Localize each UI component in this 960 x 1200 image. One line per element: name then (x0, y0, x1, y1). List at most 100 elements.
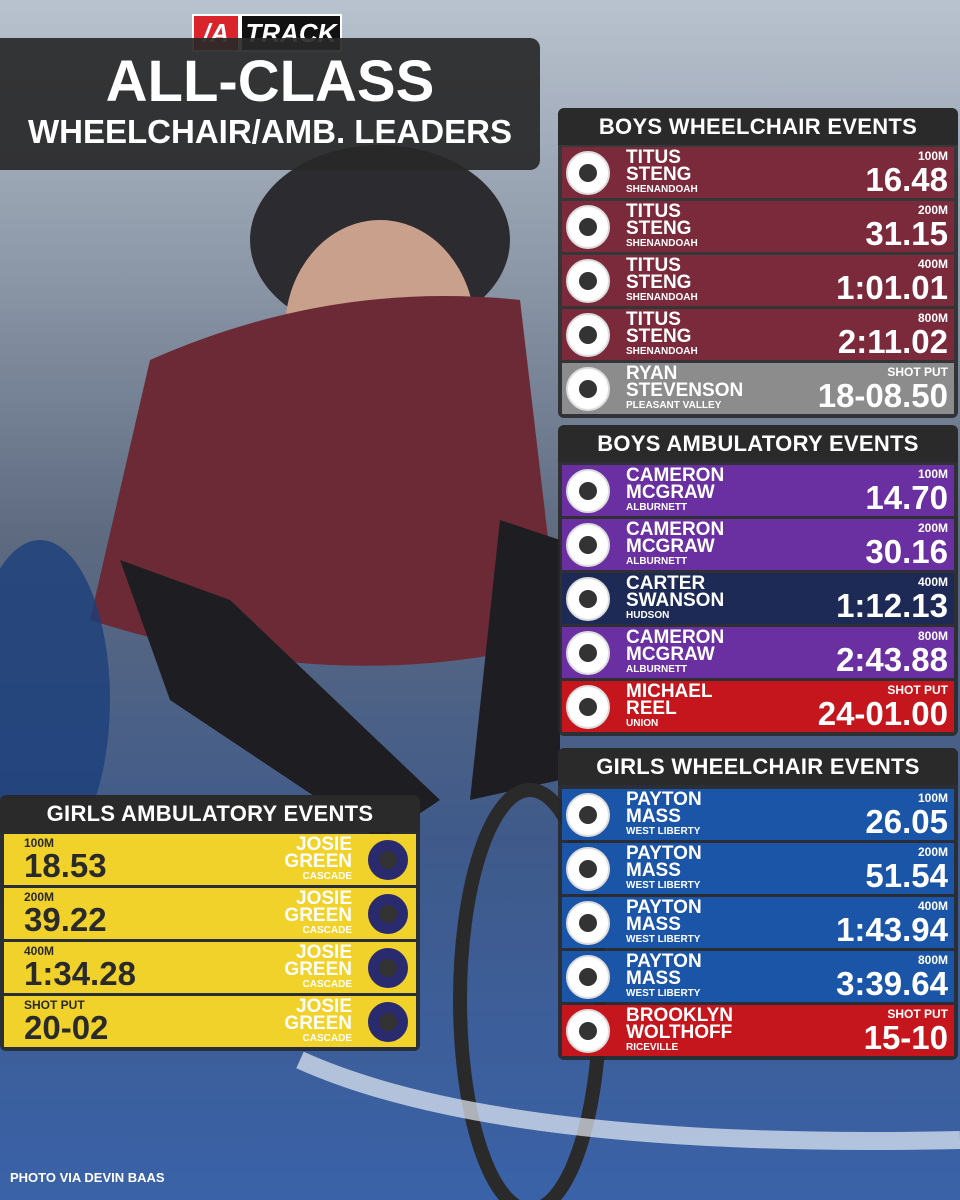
entry-row: PAYTON MASS WEST LIBERTY 100M 26.05 (562, 789, 954, 840)
school-logo (566, 954, 610, 999)
event: 200M (917, 203, 948, 217)
mark: 31.15 (865, 215, 948, 252)
entry-row: CAMERON MCGRAW ALBURNETT 100M 14.70 (562, 465, 954, 516)
school-logo (366, 837, 410, 882)
entry-row: PAYTON MASS WEST LIBERTY 400M 1:43.94 (562, 897, 954, 948)
event: 800M (917, 311, 948, 325)
first-name: CARTER (626, 573, 706, 594)
last-name: MASS (626, 968, 681, 989)
mark: 39.22 (24, 901, 107, 938)
school-logo (566, 576, 610, 621)
school: RICEVILLE (626, 1042, 679, 1053)
title-line1: ALL-CLASS (105, 49, 435, 114)
first-name: CAMERON (626, 519, 725, 540)
mark: 1:34.28 (24, 955, 136, 992)
last-name: GREEN (284, 959, 352, 980)
title-line2: WHEELCHAIR/AMB. LEADERS (28, 113, 512, 150)
entry-row: CAMERON MCGRAW ALBURNETT 800M 2:43.88 (562, 627, 954, 678)
event: 800M (917, 953, 948, 967)
last-name: MCGRAW (626, 644, 715, 665)
first-name: TITUS (626, 255, 681, 276)
school: ALBURNETT (626, 556, 688, 567)
entry-row: MICHAEL REEL UNION SHOT PUT 24-01.00 (562, 681, 954, 732)
mark: 14.70 (865, 479, 948, 516)
title-box: ALL-CLASS WHEELCHAIR/AMB. LEADERS (0, 38, 540, 170)
event: 200M (917, 845, 948, 859)
event: 100M (917, 791, 948, 805)
entry-row: PAYTON MASS WEST LIBERTY 200M 51.54 (562, 843, 954, 894)
school: WEST LIBERTY (626, 880, 701, 891)
first-name: PAYTON (626, 951, 702, 972)
mark: 2:11.02 (837, 323, 948, 360)
credit: PHOTO VIA DEVIN BAAS (10, 1170, 165, 1185)
school: CASCADE (302, 925, 352, 936)
school-logo (566, 204, 610, 249)
first-name: PAYTON (626, 897, 702, 918)
last-name: WOLTHOFF (626, 1022, 733, 1043)
event: SHOT PUT (887, 1007, 948, 1021)
mark: 1:12.13 (836, 587, 948, 624)
event: 200M (917, 521, 948, 535)
school: WEST LIBERTY (626, 934, 701, 945)
entry-row: TITUS STENG SHENANDOAH 200M 31.15 (562, 201, 954, 252)
mark: 1:43.94 (836, 911, 948, 948)
school-logo (566, 900, 610, 945)
school: UNION (626, 718, 659, 729)
school-logo (366, 999, 410, 1044)
first-name: CAMERON (626, 465, 725, 486)
mark: 2:43.88 (836, 641, 948, 678)
last-name: STENG (626, 164, 692, 185)
event: SHOT PUT (24, 998, 85, 1012)
last-name: MASS (626, 806, 681, 827)
event: 100M (24, 836, 55, 850)
last-name: STEVENSON (626, 380, 744, 401)
last-name: STENG (626, 218, 692, 239)
school-logo (566, 522, 610, 567)
event: SHOT PUT (887, 683, 948, 697)
school-logo (566, 258, 610, 303)
mark: 3:39.64 (836, 965, 948, 1002)
last-name: MASS (626, 914, 681, 935)
event: 200M (24, 890, 55, 904)
mark: 26.05 (865, 803, 948, 840)
first-name: JOSIE (296, 834, 352, 855)
school: SHENANDOAH (626, 184, 698, 195)
last-name: MCGRAW (626, 536, 715, 557)
first-name: PAYTON (626, 789, 702, 810)
school-logo (566, 468, 610, 513)
first-name: BROOKLYN (626, 1005, 733, 1026)
school: ALBURNETT (626, 664, 688, 675)
mark: 1:01.01 (836, 269, 948, 306)
last-name: GREEN (284, 1013, 352, 1034)
event: 100M (917, 467, 948, 481)
mark: 18-08.50 (817, 377, 948, 414)
entry-row: TITUS STENG SHENANDOAH 400M 1:01.01 (562, 255, 954, 306)
school: SHENANDOAH (626, 346, 698, 357)
first-name: TITUS (626, 147, 681, 168)
last-name: REEL (626, 698, 677, 719)
school: CASCADE (302, 871, 352, 882)
section-title: GIRLS AMBULATORY EVENTS (0, 795, 420, 832)
mark: 18.53 (24, 847, 107, 884)
first-name: JOSIE (296, 888, 352, 909)
last-name: GREEN (284, 851, 352, 872)
school: SHENANDOAH (626, 292, 698, 303)
event: 100M (917, 149, 948, 163)
school-logo (566, 630, 610, 675)
mark: 20-02 (24, 1009, 109, 1046)
mark: 24-01.00 (817, 695, 948, 732)
first-name: TITUS (626, 201, 681, 222)
entry-row: TITUS STENG SHENANDOAH 100M 16.48 (562, 147, 954, 198)
school: ALBURNETT (626, 502, 688, 513)
last-name: SWANSON (626, 590, 725, 611)
last-name: STENG (626, 326, 692, 347)
school-logo (566, 1008, 610, 1053)
first-name: PAYTON (626, 843, 702, 864)
first-name: TITUS (626, 309, 681, 330)
entry-row: BROOKLYN WOLTHOFF RICEVILLE SHOT PUT 15-10 (562, 1005, 954, 1056)
school-logo (366, 891, 410, 936)
entry-row: 100M 18.53 JOSIE GREEN CASCADE (4, 834, 416, 885)
school: PLEASANT VALLEY (626, 400, 722, 411)
event: 400M (917, 257, 948, 271)
